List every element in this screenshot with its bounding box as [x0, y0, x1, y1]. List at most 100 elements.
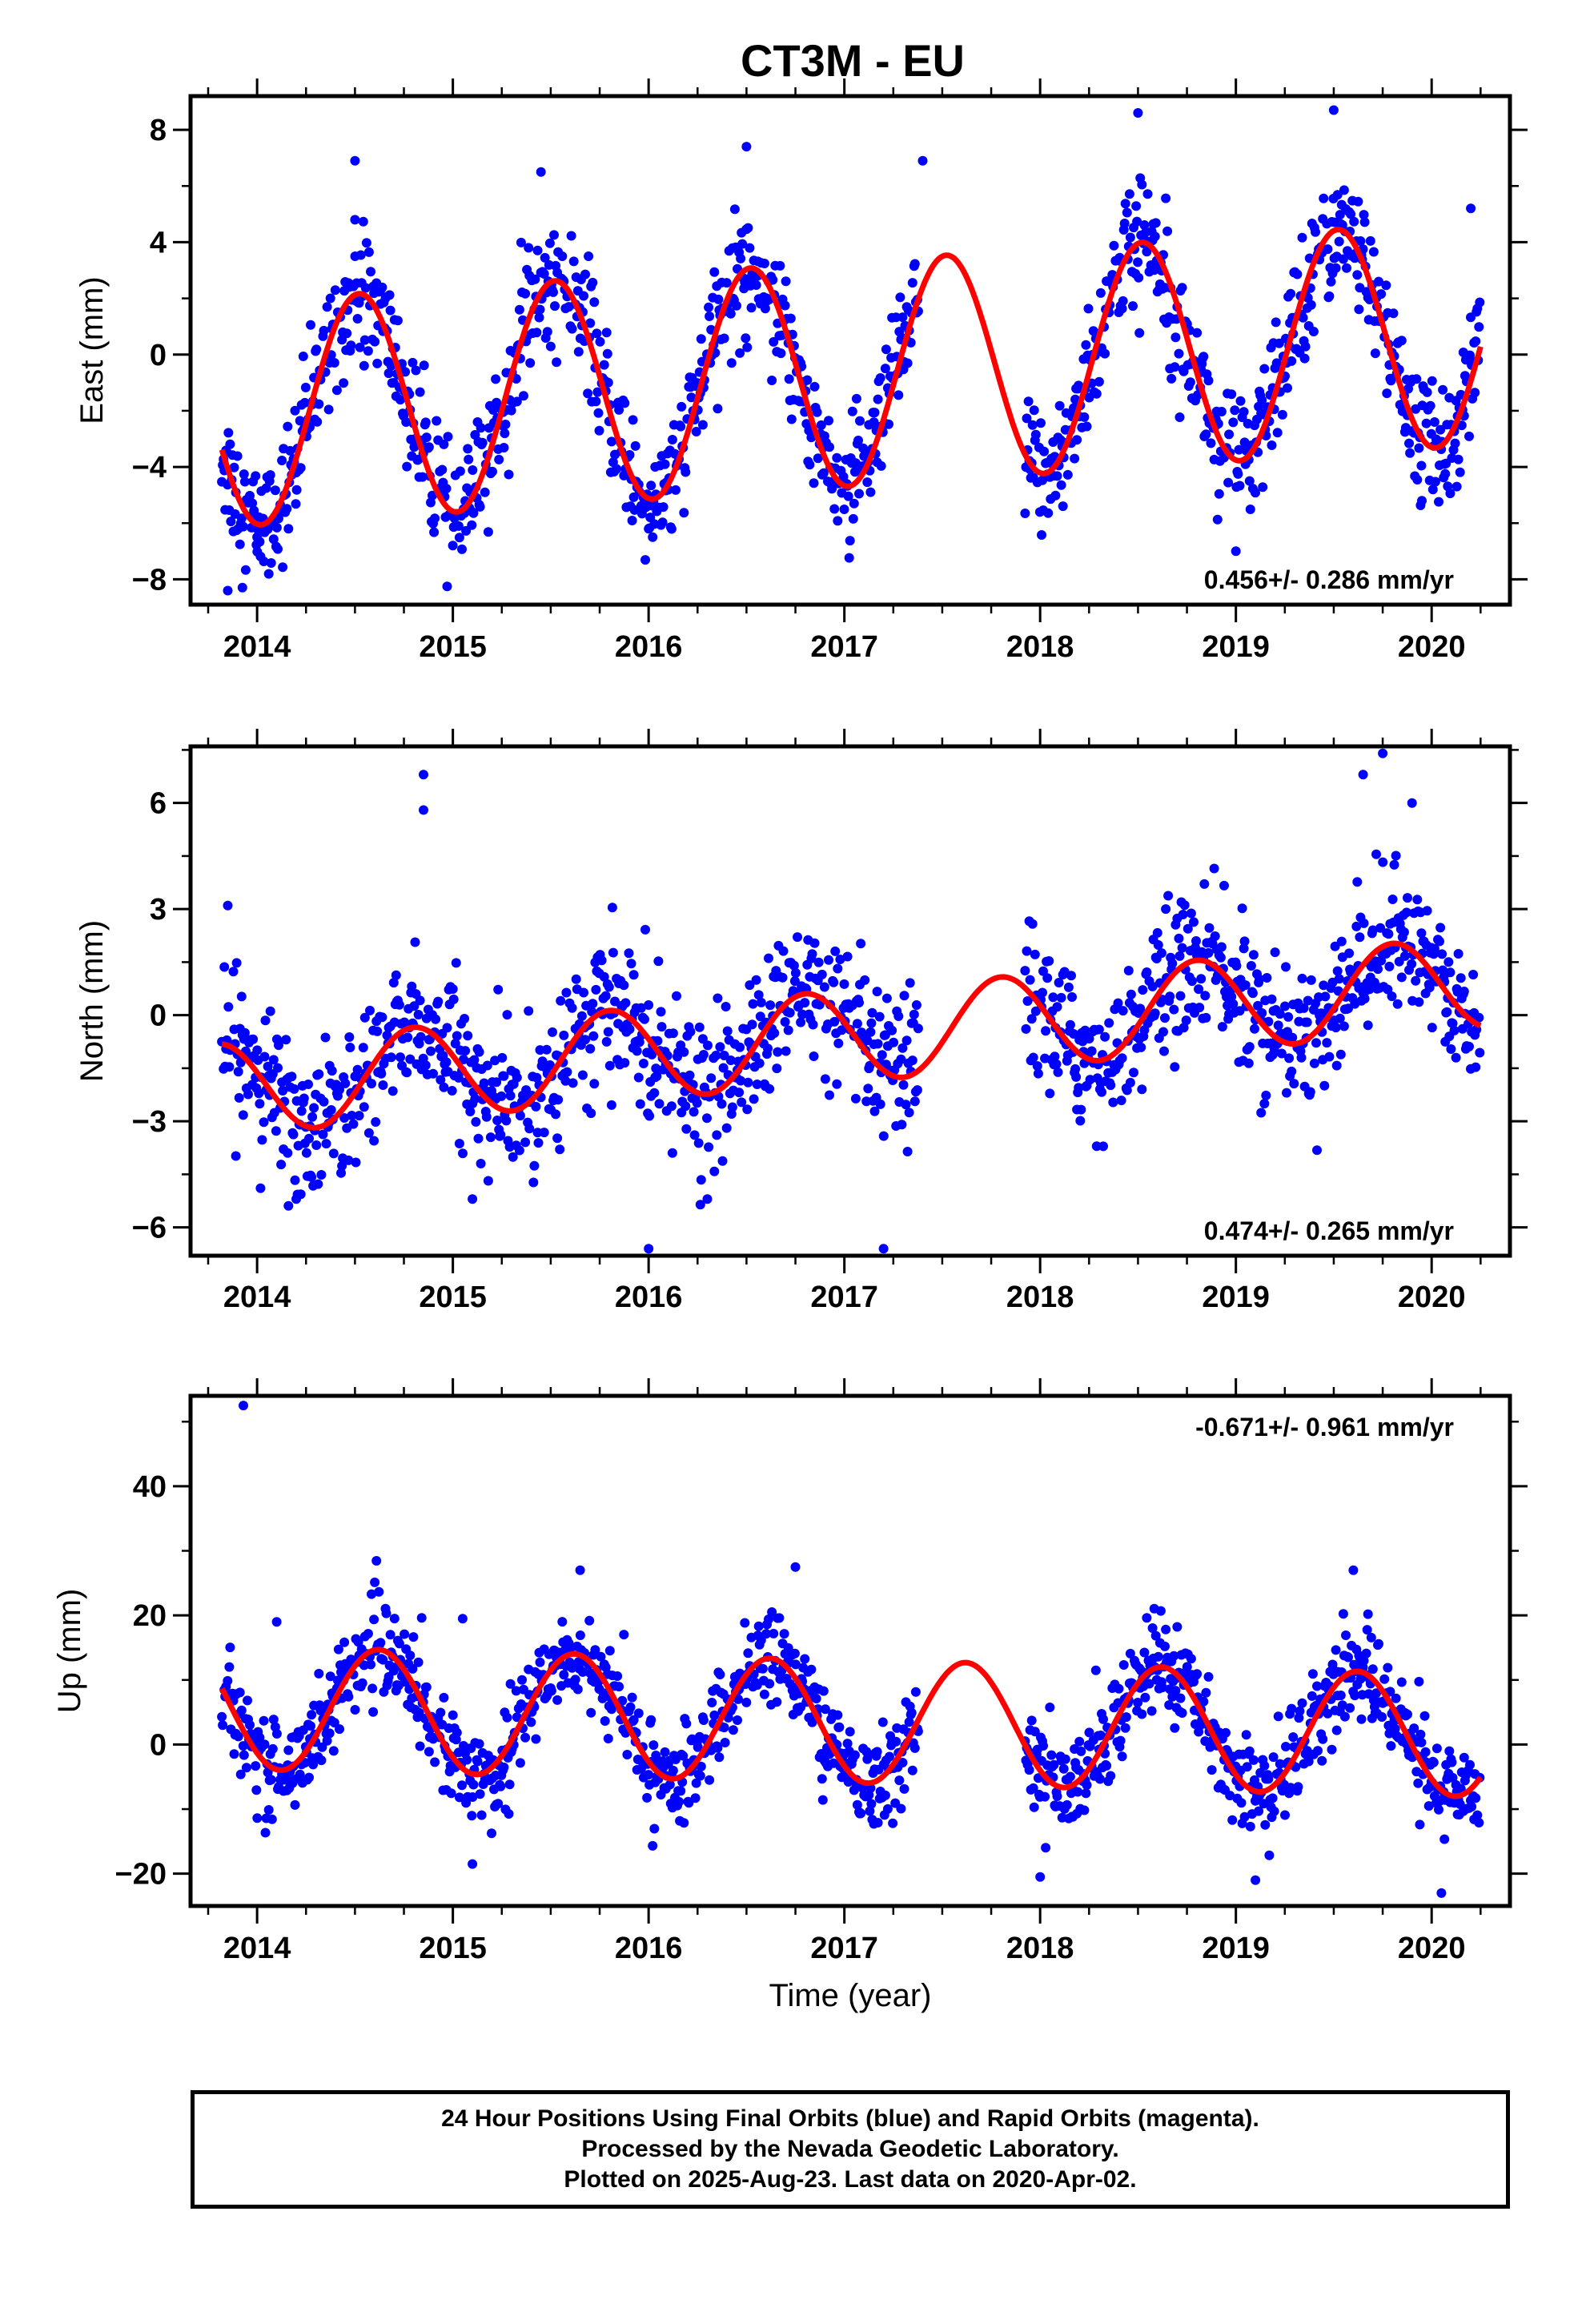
north-point: [651, 1063, 661, 1074]
east-point: [1286, 288, 1296, 299]
north-point: [352, 1064, 363, 1075]
east-point: [1070, 453, 1080, 464]
north-outlier-point: [468, 1194, 478, 1204]
north-point: [901, 1100, 911, 1110]
north-point: [753, 990, 764, 1000]
north-point: [528, 1177, 539, 1188]
east-point: [725, 308, 736, 319]
east-point: [1427, 376, 1437, 386]
east-point: [909, 259, 920, 269]
chart-title: CT3M - EU: [741, 35, 965, 86]
up-point: [1144, 1679, 1154, 1689]
up-point: [1419, 1711, 1430, 1721]
north-point: [748, 999, 758, 1009]
north-fit-line: [221, 940, 1482, 1131]
north-point: [1289, 1079, 1299, 1089]
up-point: [1255, 1767, 1266, 1778]
north-point: [620, 998, 631, 1008]
up-point: [1474, 1818, 1484, 1827]
north-point: [1401, 907, 1411, 918]
up-point: [764, 1614, 773, 1624]
north-point: [1097, 1087, 1106, 1097]
up-point: [223, 1675, 233, 1686]
east-x-tick-label: 2020: [1398, 630, 1466, 664]
up-x-tick-label: 2018: [1006, 1932, 1074, 1965]
north-point: [830, 946, 841, 956]
north-point: [1427, 1023, 1437, 1033]
north-point: [369, 1136, 379, 1146]
north-point: [447, 1086, 457, 1096]
north-point: [785, 1007, 795, 1018]
north-point: [283, 1200, 294, 1211]
up-outlier-point: [1348, 1565, 1359, 1575]
north-point: [396, 1052, 405, 1063]
up-point: [1263, 1774, 1274, 1784]
north-point: [508, 1152, 518, 1162]
up-point: [304, 1772, 314, 1783]
up-point: [511, 1686, 521, 1696]
north-point: [358, 1043, 368, 1053]
east-point: [1132, 216, 1142, 227]
up-x-ticks: 2014 2015 2016 2017 2018 2019 2020: [207, 1378, 1482, 1965]
north-point: [817, 969, 827, 979]
north-outlier-point: [419, 770, 428, 780]
east-point: [735, 348, 745, 358]
east-point: [1056, 480, 1066, 490]
east-point: [477, 437, 488, 448]
east-point: [601, 328, 612, 338]
up-point: [1307, 1691, 1317, 1701]
east-point: [862, 477, 873, 488]
up-point: [1157, 1683, 1167, 1693]
up-point: [408, 1663, 418, 1674]
up-point: [1133, 1698, 1143, 1707]
north-point: [490, 1055, 500, 1066]
up-outlier-point: [575, 1565, 585, 1575]
up-point: [622, 1750, 632, 1759]
north-point: [394, 999, 404, 1010]
east-point: [424, 442, 434, 452]
east-point: [1134, 328, 1145, 338]
up-point: [1076, 1746, 1086, 1756]
north-point: [1344, 948, 1355, 959]
north-point: [377, 1012, 387, 1023]
north-point: [1437, 949, 1447, 959]
north-point: [476, 1159, 486, 1168]
east-point: [238, 521, 248, 532]
up-point: [681, 1719, 692, 1729]
north-point: [1116, 1096, 1126, 1106]
north-point: [909, 1096, 920, 1107]
east-point: [1027, 420, 1038, 430]
east-point: [875, 373, 885, 383]
east-point: [767, 376, 777, 385]
up-point: [676, 1786, 686, 1796]
east-point: [1430, 476, 1440, 487]
up-point: [660, 1747, 670, 1757]
north-point: [909, 1009, 919, 1019]
up-point: [849, 1785, 859, 1795]
north-point: [1167, 959, 1178, 969]
up-point: [225, 1642, 235, 1653]
east-point: [1088, 326, 1098, 336]
east-point: [713, 294, 724, 304]
east-point: [1039, 446, 1050, 456]
north-point: [448, 984, 458, 994]
east-point: [809, 478, 819, 489]
up-point: [719, 1723, 729, 1733]
up-point: [741, 1697, 752, 1707]
east-point: [848, 513, 858, 524]
up-point: [1303, 1756, 1314, 1767]
up-point: [1386, 1741, 1396, 1751]
north-point: [1177, 943, 1187, 953]
up-point: [1140, 1692, 1150, 1703]
north-point: [559, 1030, 569, 1040]
north-point: [1215, 952, 1226, 963]
north-point: [1451, 1052, 1461, 1063]
east-point: [468, 508, 479, 518]
north-point: [1052, 1002, 1062, 1012]
north-point: [1280, 1001, 1290, 1011]
north-point: [1453, 949, 1464, 959]
north-point: [1065, 1019, 1075, 1030]
north-point: [1312, 1145, 1322, 1156]
up-point: [1106, 1771, 1116, 1781]
north-point: [553, 1095, 564, 1105]
